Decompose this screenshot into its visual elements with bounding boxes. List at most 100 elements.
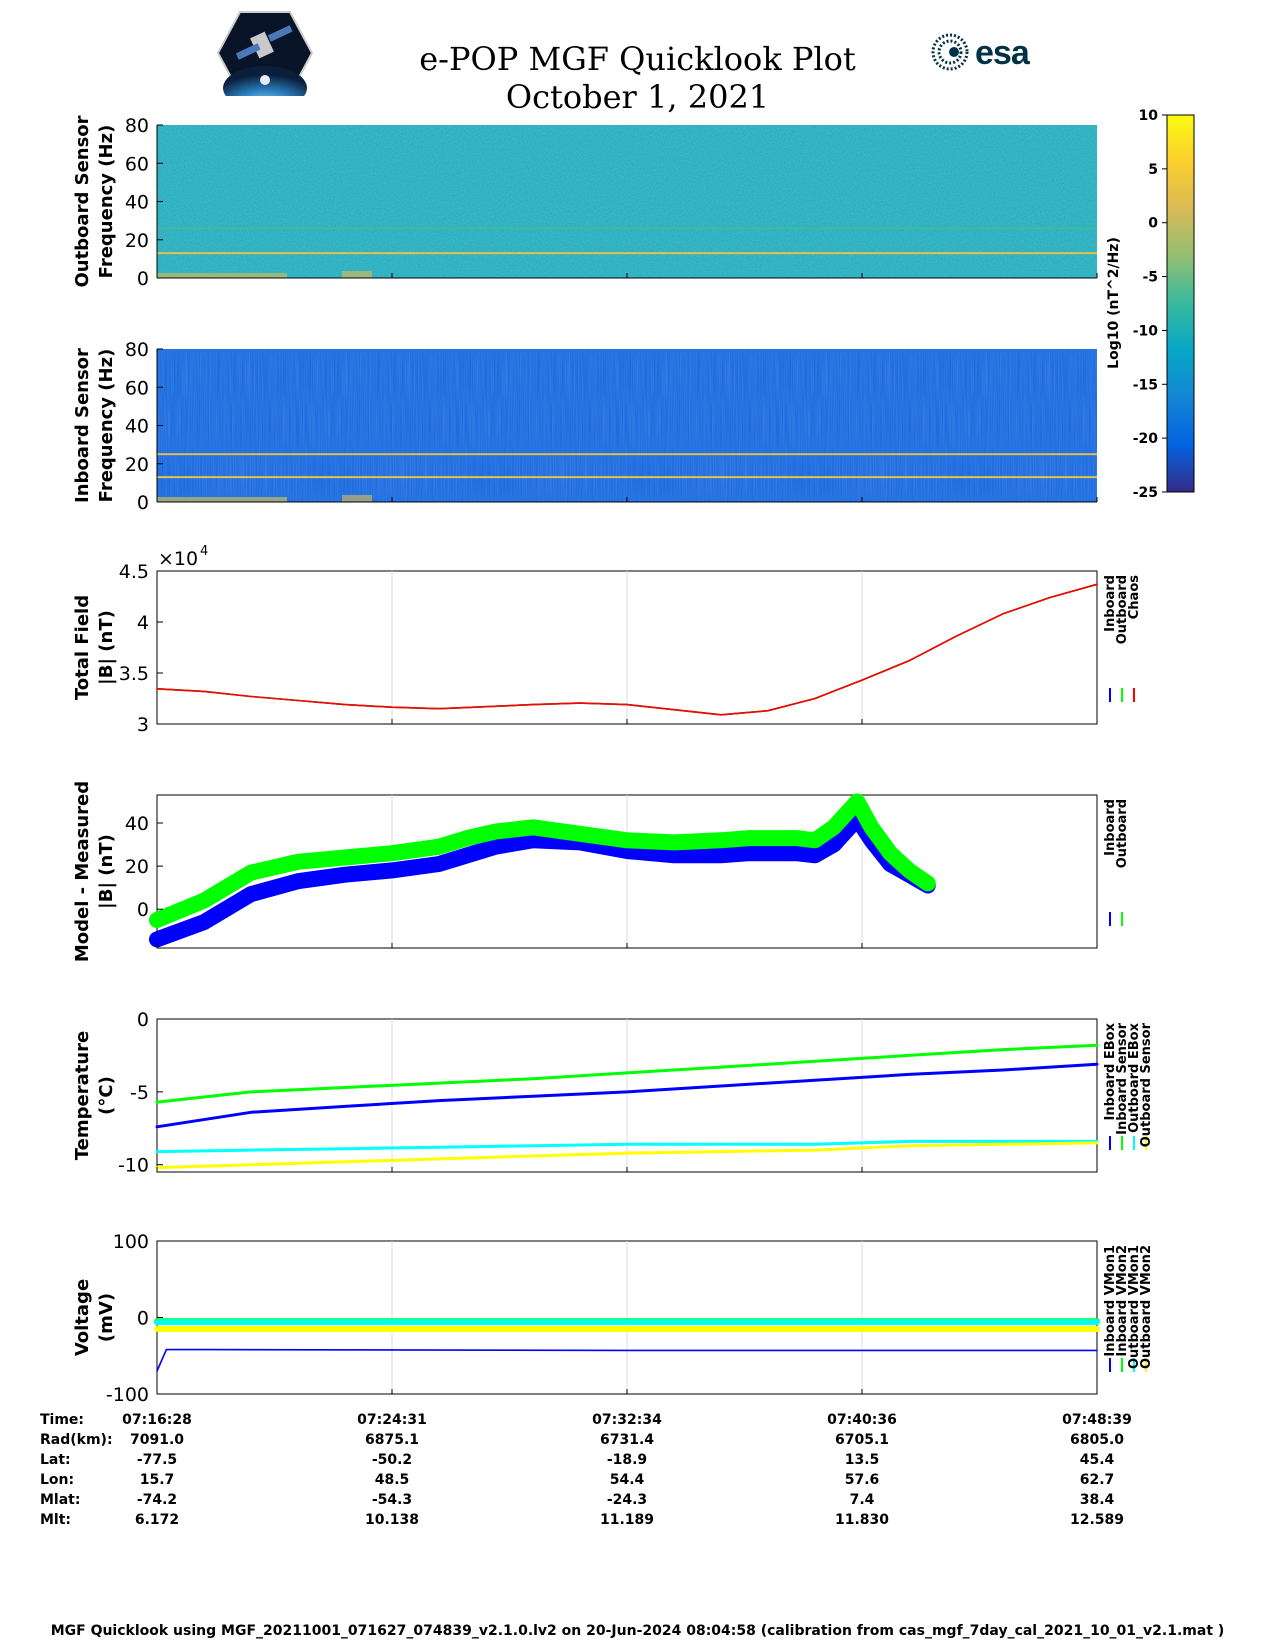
series-line-inboard-sensor xyxy=(155,1043,1099,1104)
y-tick-label: 40 xyxy=(125,192,149,214)
ephemeris-row-label: Lat: xyxy=(40,1452,71,1468)
ephemeris-cell: -54.3 xyxy=(371,1492,413,1508)
axis-exponent: ×10 xyxy=(158,548,198,570)
low-frequency-band xyxy=(342,271,372,278)
ephemeris-cell: 62.7 xyxy=(1079,1472,1115,1488)
ephemeris-cell: -74.2 xyxy=(136,1492,178,1508)
y-axis-label: (mV) xyxy=(96,1293,117,1342)
y-tick-label: 3 xyxy=(137,714,149,736)
colorbar-tick-label: -15 xyxy=(1133,377,1158,393)
ephemeris-cell: -77.5 xyxy=(136,1452,178,1468)
y-tick-label: 3.5 xyxy=(119,663,149,685)
panel-2 xyxy=(156,348,1098,503)
ephemeris-cell: 45.4 xyxy=(1079,1452,1115,1468)
ephemeris-cell: 07:24:31 xyxy=(357,1412,427,1428)
colorbar-tick-label: -20 xyxy=(1133,431,1159,447)
y-axis-label: |B| (nT) xyxy=(96,610,117,685)
series-line-inboard-vmon1 xyxy=(156,1348,1098,1372)
series-line-inboard-ebox xyxy=(155,1062,1099,1129)
y-axis-label: Frequency (Hz) xyxy=(96,349,117,503)
ephemeris-cell: 07:48:39 xyxy=(1062,1412,1132,1428)
colorbar-label: Log10 (nT^2/Hz) xyxy=(1106,237,1122,369)
ephemeris-row-label: Lon: xyxy=(40,1472,75,1488)
y-axis-label: (°C) xyxy=(96,1076,117,1115)
ephemeris-cell: 11.189 xyxy=(599,1512,655,1528)
y-tick-label: 4 xyxy=(137,612,149,634)
panel-1 xyxy=(156,124,1098,279)
y-axis-label: Total Field xyxy=(72,595,93,700)
ephemeris-cell: 57.6 xyxy=(844,1472,880,1488)
low-frequency-band xyxy=(157,497,287,502)
legend-entry: Inboard xyxy=(1103,575,1118,632)
low-frequency-band xyxy=(342,495,372,502)
y-axis-label: Outboard Sensor xyxy=(72,115,93,287)
ephemeris-cell: -18.9 xyxy=(606,1452,648,1468)
ephemeris-cell: 12.589 xyxy=(1069,1512,1125,1528)
y-tick-label: -100 xyxy=(106,1384,149,1406)
spectral-line xyxy=(157,252,1097,255)
ephemeris-cell: 7.4 xyxy=(849,1492,875,1508)
y-tick-label: 80 xyxy=(125,339,149,361)
footer-note: MGF Quicklook using MGF_20211001_071627_… xyxy=(50,1623,1225,1639)
legend-entry: Inboard xyxy=(1103,799,1118,856)
y-axis-label: Frequency (Hz) xyxy=(96,125,117,279)
ephemeris-cell: 07:32:34 xyxy=(592,1412,662,1428)
y-tick-label: 20 xyxy=(125,230,149,252)
ephemeris-cell: 54.4 xyxy=(609,1472,645,1488)
colorbar-tick-label: 10 xyxy=(1139,108,1159,124)
y-axis-label: Temperature xyxy=(72,1031,93,1160)
legend-entry: Outboard xyxy=(1115,575,1130,644)
ephemeris-row-label: Time: xyxy=(40,1412,85,1428)
plot-title: e-POP MGF Quicklook Plot xyxy=(419,40,856,78)
panel-3 xyxy=(156,570,1135,725)
colorbar-tick-label: -25 xyxy=(1133,485,1158,501)
axis-exponent-power: 4 xyxy=(200,544,208,559)
ephemeris-cell: 15.7 xyxy=(139,1472,175,1488)
colorbar-gradient xyxy=(1166,114,1195,493)
y-tick-label: 20 xyxy=(125,856,149,878)
y-tick-label: 60 xyxy=(125,377,149,399)
ephemeris-cell: -50.2 xyxy=(371,1452,413,1468)
y-tick-label: 0 xyxy=(137,1308,149,1330)
spectrogram-texture xyxy=(157,125,1097,278)
y-tick-label: 80 xyxy=(125,115,149,137)
ephemeris-cell: 6805.0 xyxy=(1069,1432,1125,1448)
ephemeris-cell: 6731.4 xyxy=(599,1432,655,1448)
y-tick-label: 0 xyxy=(137,268,149,290)
legend-entry: Inboard VMon2 xyxy=(1115,1245,1130,1357)
y-tick-label: 4.5 xyxy=(119,561,149,583)
ephemeris-cell: 07:40:36 xyxy=(827,1412,897,1428)
spectral-line xyxy=(157,476,1097,479)
panel-5 xyxy=(155,1018,1147,1173)
panel-4 xyxy=(149,793,1123,949)
legend-entry: Inboard VMon1 xyxy=(1103,1245,1118,1357)
y-axis-label: |B| (nT) xyxy=(96,834,117,909)
spectrogram-texture xyxy=(157,349,1097,502)
y-tick-label: 20 xyxy=(125,454,149,476)
ephemeris-row-label: Rad(km): xyxy=(40,1432,113,1448)
y-axis-label: Model - Measured xyxy=(72,781,93,962)
series-line-chaos xyxy=(156,583,1098,716)
ephemeris-cell: 6.172 xyxy=(134,1512,180,1528)
legend-entry: Outboard EBox xyxy=(1127,1022,1142,1132)
y-tick-label: -10 xyxy=(118,1155,149,1177)
legend-entry: Outboard Sensor xyxy=(1139,1022,1154,1147)
y-tick-label: 60 xyxy=(125,153,149,175)
panel-6 xyxy=(154,1240,1147,1395)
cassiope-logo-icon xyxy=(216,11,314,96)
ephemeris-cell: 6875.1 xyxy=(364,1432,420,1448)
legend-entry: Inboard EBox xyxy=(1103,1022,1118,1120)
plot-date: October 1, 2021 xyxy=(505,78,770,116)
esa-logo-text: esa xyxy=(975,34,1030,72)
esa-logo-icon xyxy=(931,33,969,71)
spectral-line xyxy=(157,227,1097,230)
ephemeris-cell: 7091.0 xyxy=(129,1432,185,1448)
ephemeris-cell: 13.5 xyxy=(844,1452,880,1468)
y-tick-label: 0 xyxy=(137,1009,149,1031)
series-line-outboard-sensor xyxy=(155,1141,1099,1170)
legend-entry: Outboard VMon1 xyxy=(1127,1245,1142,1369)
y-tick-label: 100 xyxy=(113,1231,149,1253)
colorbar-tick-label: -5 xyxy=(1142,270,1158,286)
ephemeris-cell: -24.3 xyxy=(606,1492,648,1508)
